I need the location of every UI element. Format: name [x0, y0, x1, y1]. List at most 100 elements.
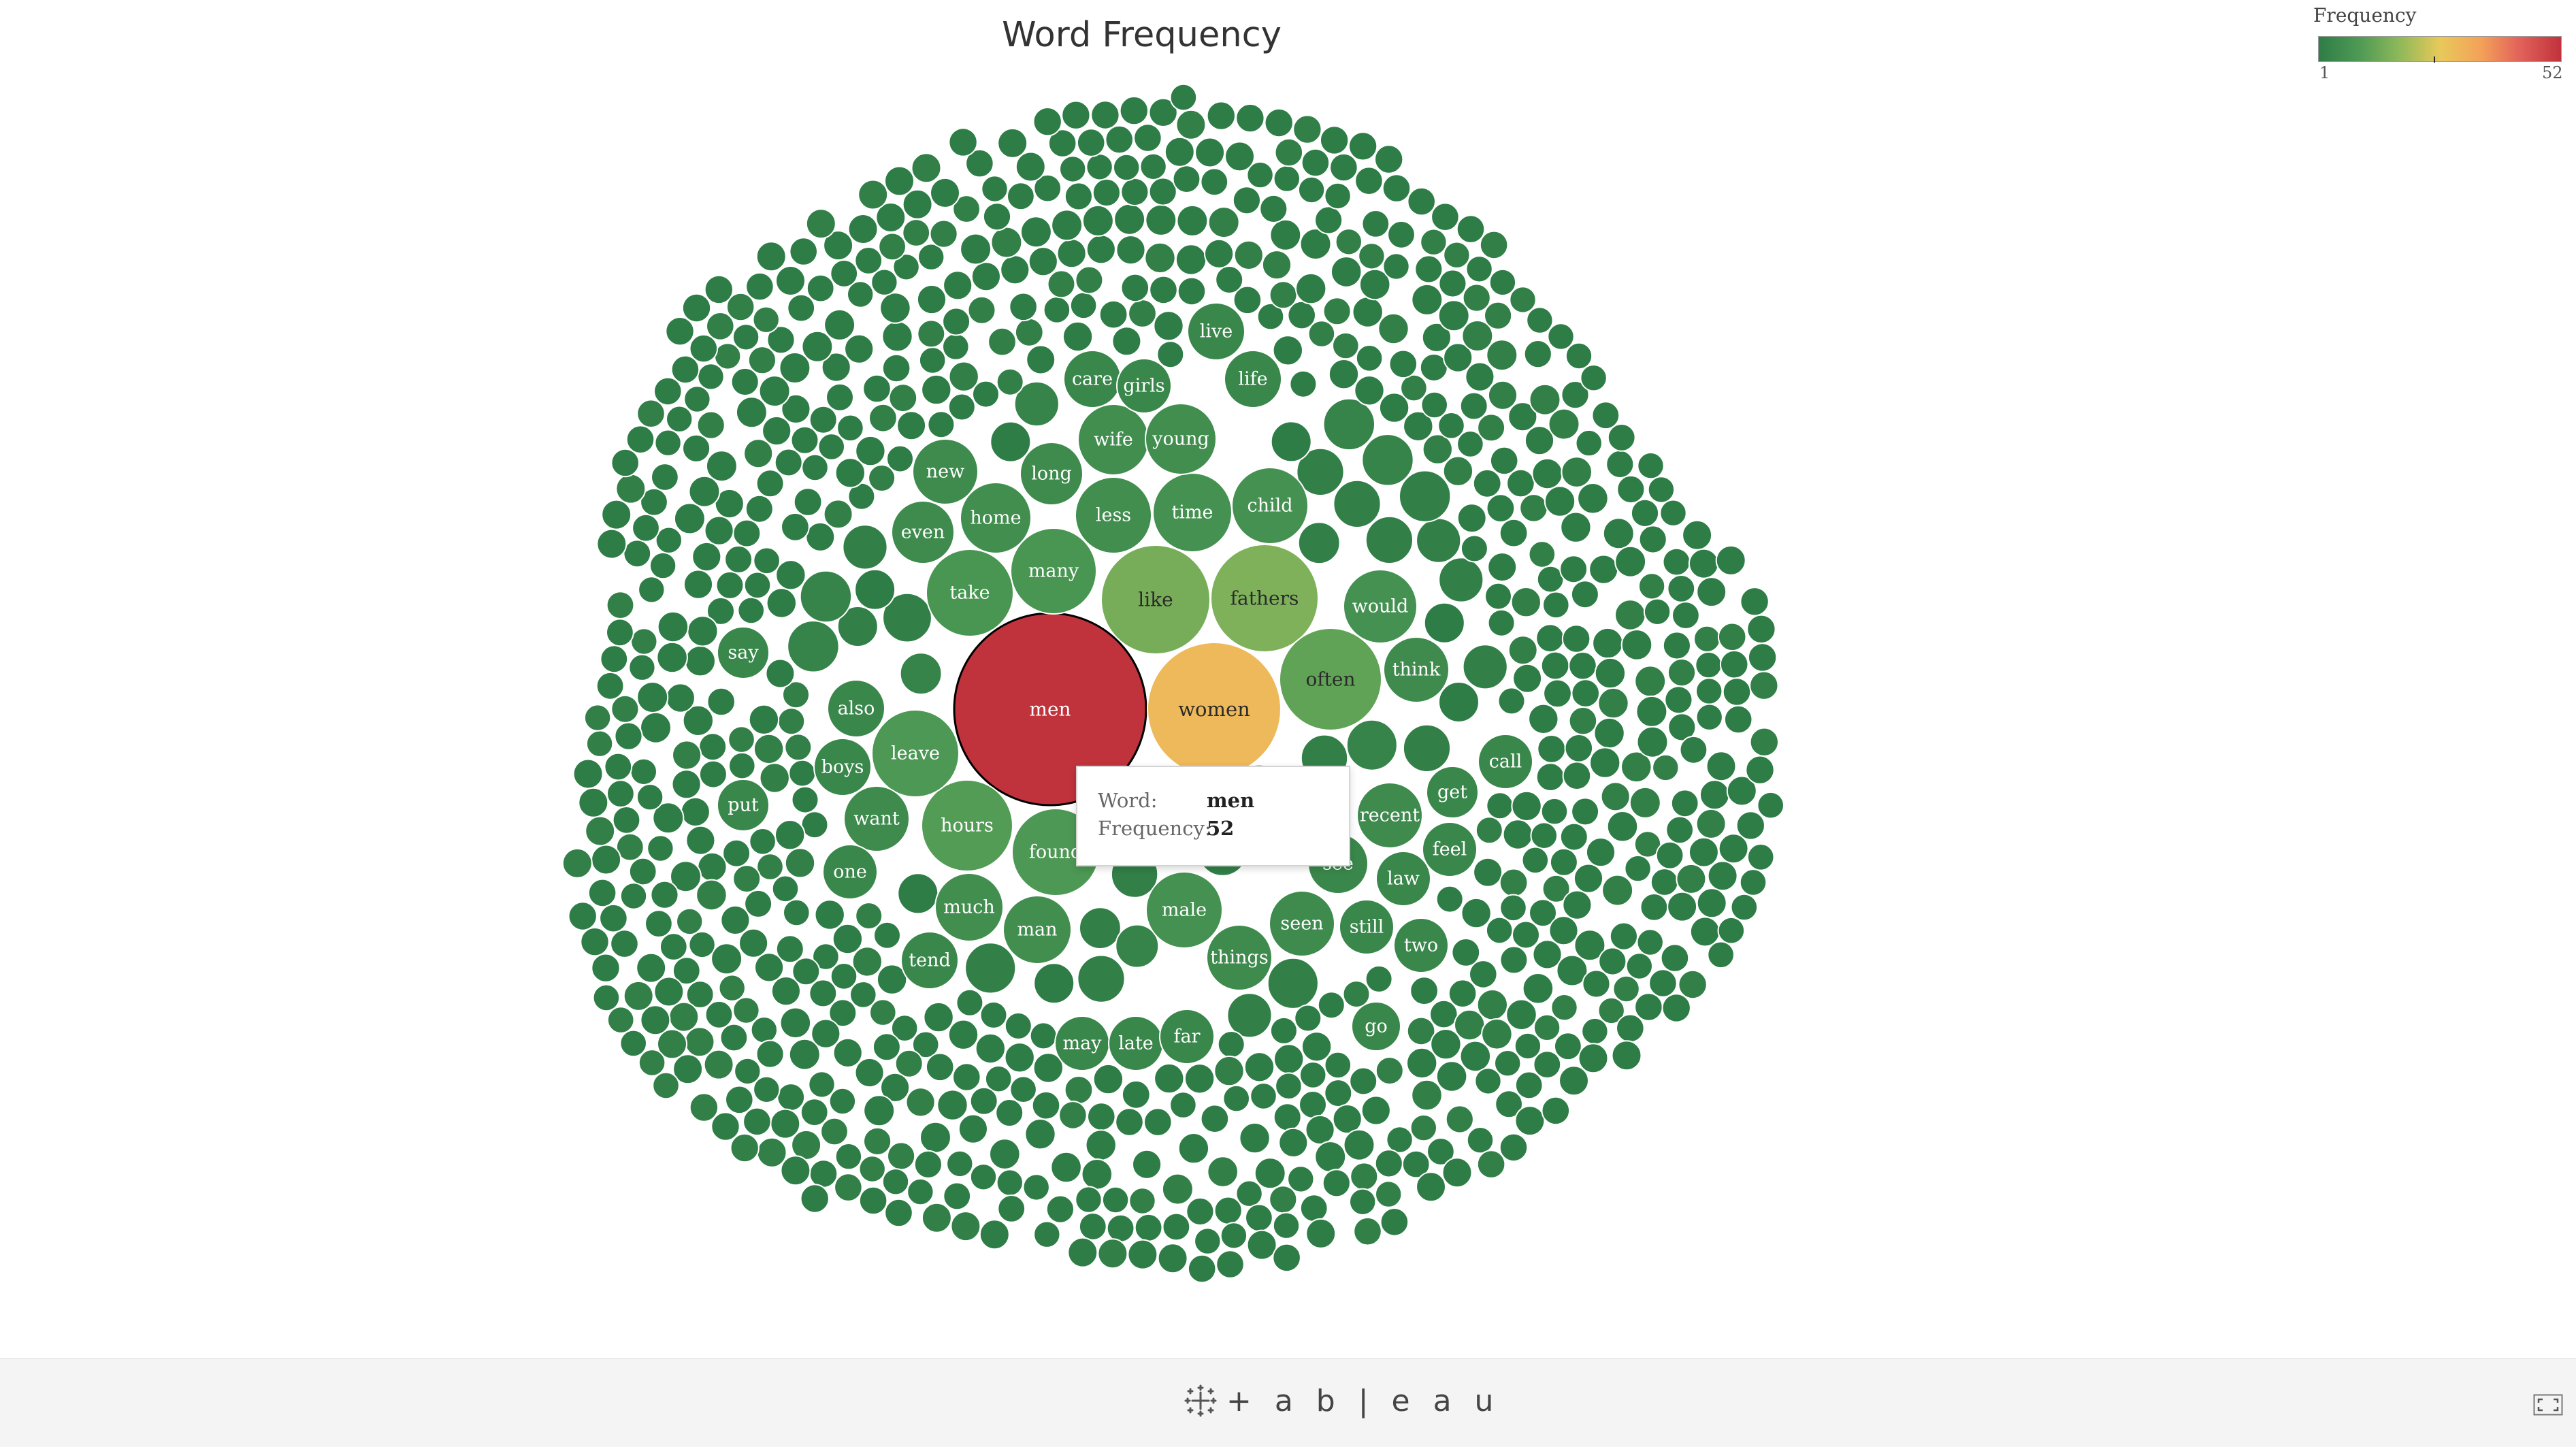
word-bubble[interactable]: [1399, 470, 1452, 523]
word-bubble[interactable]: [1486, 493, 1516, 523]
word-bubble[interactable]: [722, 839, 751, 868]
word-bubble[interactable]: [730, 367, 760, 397]
word-bubble[interactable]: [645, 909, 673, 938]
word-bubble[interactable]: [1443, 241, 1471, 269]
word-bubble[interactable]: [1635, 695, 1668, 728]
word-bubble[interactable]: [1409, 1113, 1438, 1142]
word-bubble[interactable]: [752, 306, 780, 334]
word-bubble[interactable]: [632, 513, 660, 542]
word-bubble[interactable]: [1033, 1220, 1061, 1248]
word-bubble[interactable]: [824, 308, 856, 341]
word-bubble[interactable]: [1322, 297, 1352, 326]
word-bubble[interactable]: [826, 383, 854, 412]
word-bubble[interactable]: [918, 346, 947, 374]
word-bubble[interactable]: [793, 487, 823, 517]
word-bubble[interactable]: [650, 880, 679, 909]
word-bubble[interactable]: [1459, 1040, 1492, 1073]
word-bubble[interactable]: [863, 1126, 892, 1156]
word-bubble[interactable]: [844, 334, 875, 364]
word-bubble[interactable]: [1541, 1096, 1571, 1126]
word-bubble[interactable]: [587, 878, 617, 908]
word-bubble[interactable]: [1330, 256, 1363, 288]
word-bubble[interactable]: [911, 152, 942, 184]
word-bubble-new[interactable]: [912, 438, 979, 505]
word-bubble[interactable]: [1382, 253, 1410, 280]
word-bubble[interactable]: [1597, 687, 1629, 719]
word-bubble[interactable]: [1616, 474, 1646, 504]
word-bubble[interactable]: [1121, 1079, 1151, 1109]
word-bubble[interactable]: [1559, 1065, 1589, 1096]
word-bubble[interactable]: [1695, 703, 1723, 731]
word-bubble[interactable]: [1026, 344, 1056, 375]
word-bubble[interactable]: [738, 928, 769, 958]
word-bubble[interactable]: [1143, 1107, 1173, 1137]
word-bubble[interactable]: [1747, 643, 1778, 672]
word-bubble[interactable]: [1374, 1149, 1403, 1178]
word-bubble[interactable]: [745, 272, 775, 302]
word-bubble[interactable]: [748, 704, 780, 736]
word-bubble[interactable]: [1365, 515, 1414, 565]
word-bubble[interactable]: [1349, 1067, 1378, 1096]
word-bubble[interactable]: [1565, 342, 1593, 370]
word-bubble[interactable]: [1561, 380, 1590, 410]
word-bubble[interactable]: [672, 740, 702, 770]
word-bubble[interactable]: [1679, 735, 1708, 764]
word-bubble[interactable]: [834, 1173, 863, 1202]
word-bubble[interactable]: [601, 499, 632, 530]
word-bubble[interactable]: [1723, 704, 1753, 734]
word-bubble[interactable]: [1640, 893, 1669, 922]
word-bubble[interactable]: [1682, 519, 1713, 551]
word-bubble[interactable]: [1481, 1018, 1513, 1050]
word-bubble[interactable]: [858, 1186, 888, 1216]
word-bubble[interactable]: [1233, 285, 1262, 315]
word-bubble[interactable]: [1670, 789, 1699, 818]
word-bubble[interactable]: [869, 998, 897, 1026]
word-bubble-two[interactable]: [1393, 917, 1449, 973]
word-bubble-want[interactable]: [843, 785, 910, 852]
word-bubble[interactable]: [619, 882, 648, 910]
word-bubble[interactable]: [1695, 651, 1723, 679]
word-bubble[interactable]: [1226, 992, 1273, 1039]
word-bubble[interactable]: [1637, 452, 1665, 480]
word-bubble[interactable]: [1559, 822, 1588, 851]
word-bubble[interactable]: [682, 434, 711, 463]
word-bubble[interactable]: [1479, 230, 1509, 260]
word-bubble[interactable]: [1172, 165, 1201, 194]
word-bubble[interactable]: [1678, 969, 1708, 1000]
word-bubble[interactable]: [1543, 679, 1572, 709]
word-bubble-much[interactable]: [934, 873, 1004, 942]
word-bubble-time[interactable]: [1152, 472, 1233, 553]
word-bubble[interactable]: [862, 374, 892, 404]
word-bubble[interactable]: [1269, 1185, 1298, 1214]
word-bubble[interactable]: [873, 921, 901, 949]
word-bubble[interactable]: [1473, 857, 1503, 888]
word-bubble[interactable]: [1519, 493, 1548, 523]
word-bubble[interactable]: [952, 1062, 981, 1092]
word-bubble[interactable]: [578, 787, 609, 818]
word-bubble[interactable]: [684, 1026, 715, 1058]
word-bubble[interactable]: [1175, 109, 1207, 140]
word-bubble[interactable]: [809, 979, 838, 1008]
word-bubble[interactable]: [1206, 101, 1237, 131]
word-bubble[interactable]: [1075, 265, 1104, 295]
word-bubble[interactable]: [1486, 792, 1514, 820]
word-bubble[interactable]: [656, 641, 688, 674]
word-bubble[interactable]: [1462, 283, 1491, 312]
word-bubble[interactable]: [943, 1182, 972, 1211]
word-bubble[interactable]: [1562, 761, 1592, 790]
word-bubble[interactable]: [610, 694, 640, 724]
word-bubble[interactable]: [1067, 1237, 1098, 1268]
word-bubble[interactable]: [759, 762, 790, 794]
word-bubble[interactable]: [1222, 1084, 1250, 1113]
word-bubble[interactable]: [1717, 622, 1747, 652]
word-bubble[interactable]: [1349, 1188, 1377, 1216]
word-bubble-care[interactable]: [1063, 350, 1122, 408]
word-bubble[interactable]: [830, 259, 859, 288]
word-bubble[interactable]: [1269, 1016, 1298, 1045]
word-bubble[interactable]: [1499, 1133, 1529, 1163]
word-bubble[interactable]: [858, 179, 889, 210]
word-bubble[interactable]: [1607, 423, 1636, 452]
word-bubble[interactable]: [1400, 374, 1428, 402]
word-bubble[interactable]: [1485, 916, 1514, 945]
word-bubble[interactable]: [665, 683, 696, 713]
